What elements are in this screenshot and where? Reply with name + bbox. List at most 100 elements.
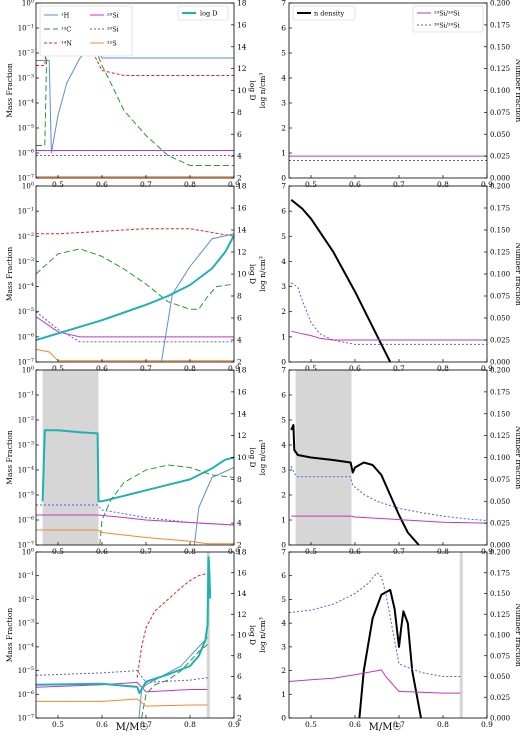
x-tick-label: 0.6 xyxy=(96,180,108,189)
y-tick-label: 10−4 xyxy=(18,99,34,108)
y2-tick-label: 8 xyxy=(237,651,242,660)
y-tick-label: 10−2 xyxy=(18,416,34,425)
y2-tick-label: 4 xyxy=(237,519,242,528)
series-line-si xyxy=(36,514,234,526)
x-tick-label: 0.6 xyxy=(96,547,108,556)
y2-tick-label: 16 xyxy=(237,568,247,577)
y-tick-label: 1 xyxy=(281,516,286,525)
y2-tick-label: 12 xyxy=(237,610,247,619)
y-tick-label: 1 xyxy=(281,332,286,341)
y2-tick-label: 0.050 xyxy=(490,131,510,139)
y2-tick-label: 0.100 xyxy=(490,632,510,640)
y-tick-exponent: −3 xyxy=(27,257,34,263)
series-line-h xyxy=(160,233,234,362)
legend-logd: log D xyxy=(177,5,229,21)
x-tick-label: 0.9 xyxy=(228,547,240,556)
plot-area xyxy=(36,429,234,545)
y-tick-label: 6 xyxy=(281,391,286,400)
y2-tick-label: 10 xyxy=(237,631,247,640)
series-line-c xyxy=(141,644,208,718)
y-tick-label: 2 xyxy=(281,307,286,316)
y-tick-label: 10−6 xyxy=(18,690,34,699)
series-line-n-density xyxy=(290,199,392,362)
y-tick-exponent: −7 xyxy=(27,541,34,547)
legend: ¹H ¹³C ¹⁴N ²⁹Si ³⁰Si ³²S xyxy=(39,5,133,57)
legend-box xyxy=(39,5,133,57)
x-axis-label-left: M/M☉ xyxy=(116,722,149,733)
legend-label: ³⁰Si xyxy=(107,26,119,34)
plot-area xyxy=(289,155,487,161)
y2-tick-label: 0.050 xyxy=(490,498,510,506)
legend-label: n density xyxy=(314,10,344,18)
series-line-si-si xyxy=(289,572,461,677)
y2-tick-label: 0.100 xyxy=(490,271,510,279)
y-tick-label: 10−6 xyxy=(18,332,34,341)
y2-tick-label: 0.150 xyxy=(490,43,510,51)
series-line-c xyxy=(36,40,234,166)
x-tick-label: 0.8 xyxy=(437,720,449,729)
y-tick-label: 4 xyxy=(281,74,286,83)
y2-axis-label: log D xyxy=(248,264,257,284)
y2-tick-label: 0.175 xyxy=(490,21,510,29)
x-tick-label: 0.5 xyxy=(305,180,317,189)
y-tick-label: 0 xyxy=(281,714,286,723)
y-tick-label: 100 xyxy=(22,366,34,375)
y-tick-label: 10−1 xyxy=(18,207,34,216)
y-tick-label: 5 xyxy=(281,49,286,58)
y2-tick-label: 16 xyxy=(237,20,247,29)
y2-tick-label: 0.200 xyxy=(490,183,510,191)
y-tick-exponent: −2 xyxy=(27,49,34,55)
y2-tick-label: 0.200 xyxy=(490,549,510,557)
y2-tick-label: 6 xyxy=(237,672,242,681)
y2-tick-label: 16 xyxy=(237,387,247,396)
series-line-si-si xyxy=(290,282,487,345)
y-tick-label: 3 xyxy=(281,99,286,108)
legend-box xyxy=(177,5,229,21)
y-tick-exponent: −2 xyxy=(27,416,34,422)
y-tick-label: 10−1 xyxy=(18,571,34,580)
y-tick-label: 2 xyxy=(281,491,286,500)
series-line-h xyxy=(36,42,234,154)
y-tick-label: 3 xyxy=(281,642,286,651)
y2-tick-label: 14 xyxy=(237,226,247,235)
x-tick-label: 0.8 xyxy=(184,180,196,189)
y2-tick-label: 0.150 xyxy=(490,227,510,235)
y-tick-label: 7 xyxy=(281,548,286,557)
series-line-log-d xyxy=(36,235,234,341)
y2-tick-label: 10 xyxy=(237,86,247,95)
y2-tick-label: 8 xyxy=(237,108,242,117)
y2-tick-label: 8 xyxy=(237,475,242,484)
series-line-si-si xyxy=(291,330,487,341)
x-tick-label: 0.6 xyxy=(96,364,108,373)
y2-tick-label: 0.125 xyxy=(490,249,510,257)
y-axis-label: log n/cm³ xyxy=(258,440,267,476)
x-tick-label: 0.6 xyxy=(96,720,108,729)
series-line-n xyxy=(136,572,208,678)
x-axis-label-right: M/M☉ xyxy=(369,722,402,733)
y2-tick-label: 2 xyxy=(237,541,242,550)
series-line-n-density xyxy=(290,424,420,545)
series-line-n-density xyxy=(358,588,422,718)
x-tick-label: 0.6 xyxy=(349,547,361,556)
y-tick-exponent: −5 xyxy=(27,491,34,497)
y-tick-exponent: −2 xyxy=(27,232,34,238)
y-tick-exponent: 0 xyxy=(31,182,34,188)
y-tick-label: 4 xyxy=(281,257,286,266)
y2-tick-label: 0.175 xyxy=(490,388,510,396)
plot-frame xyxy=(288,185,488,363)
x-tick-label: 0.6 xyxy=(349,364,361,373)
plot-frame xyxy=(35,551,235,719)
y-axis-label: Mass Fraction xyxy=(5,247,14,302)
x-tick-label: 0.9 xyxy=(228,364,240,373)
y-tick-label: 10−6 xyxy=(18,149,34,158)
y2-tick-label: 4 xyxy=(237,152,242,161)
x-tick-label: 0.8 xyxy=(184,364,196,373)
y-tick-label: 3 xyxy=(281,282,286,291)
y-tick-label: 7 xyxy=(281,366,286,375)
y-tick-exponent: −7 xyxy=(27,358,34,364)
panel-left-row2: 0.5 0.6 0.7 0.8 0.910−710−610−510−410−310−21… xyxy=(5,182,257,374)
y-axis-label: Mass Fraction xyxy=(5,608,14,663)
y2-tick-label: 18 xyxy=(237,0,247,8)
x-tick-label: 0.9 xyxy=(228,180,240,189)
